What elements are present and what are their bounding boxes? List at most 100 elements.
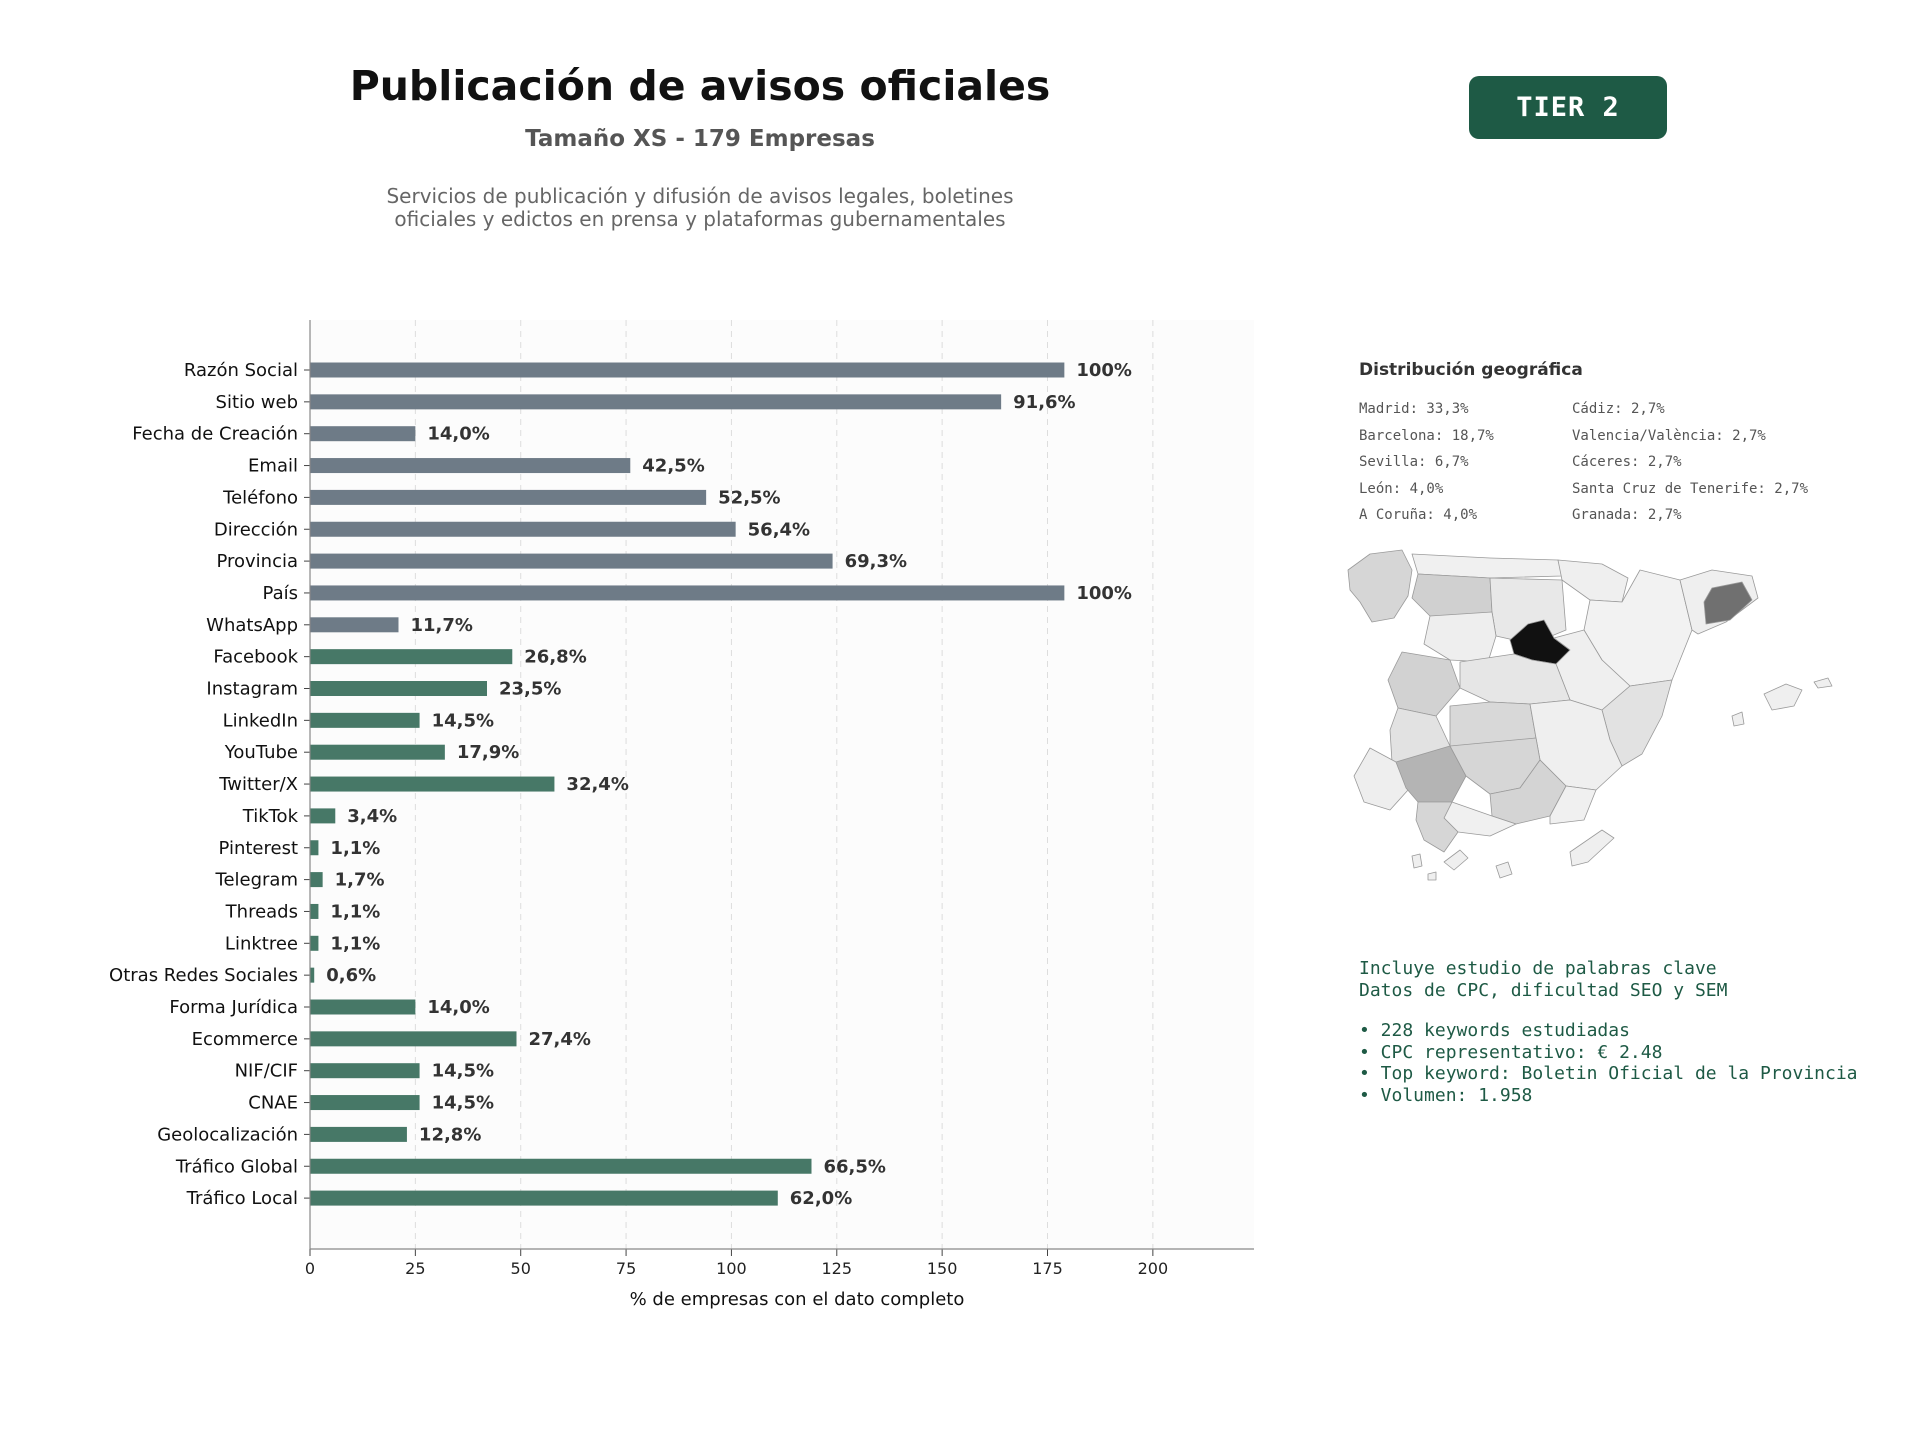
geo-item: Barcelona: 18,7% bbox=[1359, 427, 1494, 444]
x-tick-label: 150 bbox=[927, 1259, 958, 1278]
bar bbox=[310, 967, 315, 983]
category-label: WhatsApp bbox=[206, 615, 298, 636]
geo-item: Granada: 2,7% bbox=[1572, 507, 1682, 523]
geo-item: Cádiz: 2,7% bbox=[1572, 401, 1665, 417]
bar bbox=[310, 1126, 407, 1142]
value-label: 11,7% bbox=[411, 615, 473, 636]
category-label: YouTube bbox=[224, 742, 298, 763]
bar bbox=[310, 458, 631, 474]
value-label: 91,6% bbox=[1013, 392, 1075, 413]
category-label: Tráfico Global bbox=[175, 1156, 298, 1177]
geo-item: Madrid: 33,3% bbox=[1359, 401, 1469, 417]
value-label: 62,0% bbox=[790, 1188, 852, 1209]
map-region-mallorca bbox=[1763, 683, 1803, 711]
bar bbox=[310, 999, 416, 1015]
bar bbox=[310, 1190, 778, 1206]
geo-item: Valencia/València: 2,7% bbox=[1572, 427, 1766, 444]
value-label: 1,7% bbox=[335, 870, 385, 891]
category-label: Sitio web bbox=[216, 392, 298, 413]
page-description: Servicios de publicación y difusión de a… bbox=[250, 185, 1150, 231]
keyword-bullet: • Volumen: 1.958 bbox=[1359, 1084, 1533, 1106]
value-label: 1,1% bbox=[330, 838, 380, 859]
map-region-ibiza bbox=[1731, 711, 1745, 727]
value-label: 3,4% bbox=[347, 806, 397, 827]
category-label: Threads bbox=[225, 901, 298, 922]
tier-badge: TIER 2 bbox=[1469, 76, 1667, 139]
keyword-bullet: • CPC representativo: € 2.48 bbox=[1359, 1041, 1663, 1063]
keyword-panel: Incluye estudio de palabras clave Datos … bbox=[1359, 958, 1858, 1106]
category-label: TikTok bbox=[242, 806, 299, 827]
category-label: Teléfono bbox=[222, 487, 298, 508]
bar bbox=[310, 362, 1065, 378]
value-label: 14,5% bbox=[432, 710, 494, 731]
category-label: Email bbox=[248, 456, 298, 477]
bar bbox=[310, 553, 833, 569]
value-label: 27,4% bbox=[529, 1029, 591, 1050]
category-label: Twitter/X bbox=[218, 774, 298, 795]
value-label: 17,9% bbox=[457, 742, 519, 763]
bar bbox=[310, 1158, 812, 1174]
bar bbox=[310, 489, 707, 505]
keyword-bullet: • Top keyword: Boletin Oficial de la Pro… bbox=[1359, 1063, 1858, 1084]
category-label: Telegram bbox=[215, 870, 298, 891]
bar bbox=[310, 426, 416, 442]
bar bbox=[310, 840, 319, 856]
category-label: Forma Jurídica bbox=[169, 997, 298, 1018]
value-label: 56,4% bbox=[748, 519, 810, 540]
bar bbox=[310, 935, 319, 951]
x-tick-label: 100 bbox=[716, 1259, 747, 1278]
geo-item: Santa Cruz de Tenerife: 2,7% bbox=[1572, 480, 1809, 497]
value-label: 14,0% bbox=[427, 997, 489, 1018]
map-region-caceres bbox=[1387, 651, 1461, 717]
category-label: Tráfico Local bbox=[186, 1188, 298, 1209]
description-line-1: Servicios de publicación y difusión de a… bbox=[386, 184, 1014, 208]
map-region-tenerife bbox=[1443, 849, 1469, 871]
x-tick-label: 125 bbox=[822, 1259, 853, 1278]
bar bbox=[310, 744, 445, 760]
geo-item: León: 4,0% bbox=[1359, 480, 1444, 497]
category-label: NIF/CIF bbox=[235, 1061, 298, 1082]
category-label: Geolocalización bbox=[157, 1124, 298, 1145]
keyword-line-1: Incluye estudio de palabras clave bbox=[1359, 958, 1717, 979]
category-label: País bbox=[263, 583, 298, 604]
spain-map bbox=[1347, 549, 1833, 881]
map-region-fuerteventura bbox=[1569, 829, 1615, 867]
x-tick-label: 200 bbox=[1138, 1259, 1169, 1278]
category-label: Facebook bbox=[213, 647, 298, 668]
map-region-gomera bbox=[1427, 871, 1437, 881]
keyword-bullet: • 228 keywords estudiadas bbox=[1359, 1020, 1630, 1041]
bar bbox=[310, 712, 420, 728]
category-label: Ecommerce bbox=[192, 1029, 298, 1050]
map-region-menorca bbox=[1813, 677, 1833, 689]
x-tick-label: 50 bbox=[511, 1259, 531, 1278]
geo-distribution-title: Distribución geográfica bbox=[1359, 360, 1583, 380]
category-label: LinkedIn bbox=[223, 710, 298, 731]
value-label: 1,1% bbox=[330, 901, 380, 922]
map-region-la-palma bbox=[1411, 853, 1423, 869]
x-tick-label: 0 bbox=[305, 1259, 315, 1278]
bar bbox=[310, 681, 487, 696]
bar bbox=[310, 394, 1002, 410]
map-region-gran-canaria bbox=[1495, 861, 1513, 879]
bar bbox=[310, 617, 399, 633]
bar bbox=[310, 585, 1065, 601]
bar bbox=[310, 1063, 420, 1079]
map-region-castilla-sur bbox=[1423, 611, 1497, 663]
map-region-almeria bbox=[1549, 785, 1597, 825]
category-label: Linktree bbox=[225, 933, 298, 954]
bar bbox=[310, 521, 736, 537]
bar bbox=[310, 808, 336, 824]
geo-list-col1: Madrid: 33,3% Barcelona: 18,7% Sevilla: … bbox=[1359, 396, 1494, 529]
page-title: Publicación de avisos oficiales bbox=[349, 62, 1051, 110]
value-label: 23,5% bbox=[499, 679, 561, 700]
category-label: Otras Redes Sociales bbox=[109, 965, 298, 986]
value-label: 14,5% bbox=[432, 1061, 494, 1082]
map-region-cadiz bbox=[1415, 801, 1459, 853]
bar bbox=[310, 649, 513, 665]
value-label: 14,0% bbox=[427, 424, 489, 445]
x-tick-label: 75 bbox=[616, 1259, 636, 1278]
value-label: 66,5% bbox=[824, 1156, 886, 1177]
x-tick-label: 25 bbox=[405, 1259, 425, 1278]
geo-list-col2: Cádiz: 2,7% Valencia/València: 2,7% Cáce… bbox=[1572, 396, 1808, 529]
map-region-asturias-cantabria bbox=[1411, 553, 1563, 579]
